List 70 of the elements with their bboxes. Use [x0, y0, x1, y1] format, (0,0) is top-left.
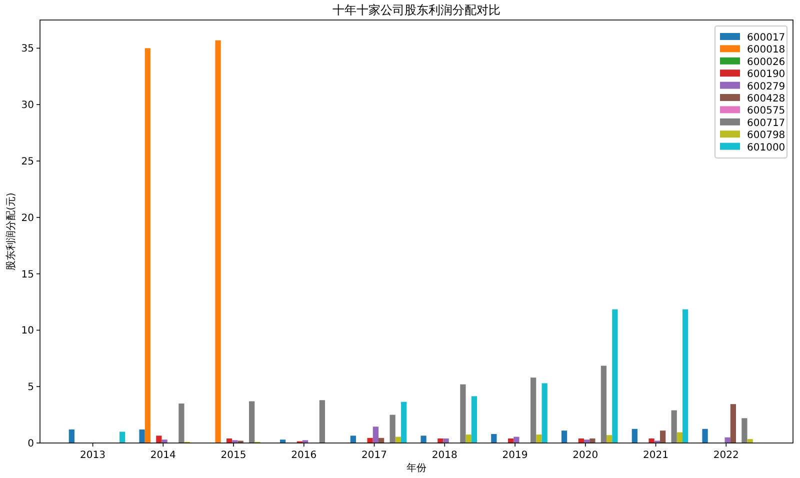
bar — [162, 440, 168, 443]
bar — [536, 434, 542, 443]
legend-label: 600018 — [747, 44, 786, 56]
legend-label: 600428 — [747, 94, 786, 104]
y-tick-label: 25 — [21, 156, 34, 168]
bar — [742, 418, 748, 443]
bar — [660, 430, 666, 443]
y-tick-label: 20 — [21, 212, 34, 224]
bar — [491, 434, 497, 443]
bar — [600, 366, 607, 443]
legend-label: 601000 — [747, 142, 786, 154]
y-tick-label: 5 — [28, 382, 34, 394]
bar — [215, 40, 221, 443]
bar — [120, 432, 126, 443]
bar — [724, 437, 730, 443]
x-tick-label: 2019 — [502, 450, 528, 461]
bar — [156, 436, 162, 443]
bar — [68, 429, 74, 443]
x-tick-label: 2016 — [291, 450, 317, 461]
bar — [730, 404, 736, 443]
bar — [139, 429, 145, 443]
bar — [390, 414, 396, 443]
legend-label: 600575 — [747, 106, 786, 117]
bar — [372, 426, 378, 443]
chart-title: 十年十家公司股东利润分配对比 — [332, 3, 500, 17]
bar — [702, 428, 708, 443]
bar — [178, 404, 184, 443]
x-axis-title: 年份 — [406, 462, 426, 474]
x-tick-label: 2018 — [432, 450, 458, 461]
bar — [460, 384, 466, 443]
x-tick-label: 2013 — [80, 450, 106, 461]
bar — [401, 402, 407, 443]
y-tick-label: 0 — [28, 438, 34, 450]
bar — [443, 438, 449, 443]
bar — [530, 378, 536, 443]
legend-label: 600717 — [747, 118, 786, 129]
bar — [648, 438, 654, 443]
y-tick-label: 15 — [21, 269, 34, 280]
bar — [319, 400, 326, 443]
x-tick-label: 2022 — [713, 450, 739, 461]
y-tick-label: 35 — [21, 44, 34, 55]
y-tick-label: 10 — [21, 326, 34, 337]
x-tick-label: 2021 — [643, 450, 668, 461]
bar — [350, 436, 356, 443]
bar — [542, 383, 548, 443]
bar — [606, 435, 612, 443]
bar — [671, 410, 677, 443]
bar — [144, 48, 150, 443]
x-tick-label: 2020 — [572, 450, 598, 461]
bar — [682, 309, 688, 443]
bar — [676, 432, 683, 443]
legend-label: 600017 — [747, 32, 786, 44]
bar — [420, 436, 426, 443]
bar — [232, 440, 238, 443]
legend-label: 600279 — [747, 81, 786, 92]
y-tick-label: 30 — [21, 100, 34, 112]
bar — [561, 430, 568, 443]
bar — [466, 434, 472, 443]
x-tick-label: 2014 — [150, 450, 176, 461]
x-tick-label: 2015 — [220, 450, 246, 461]
legend-label: 600190 — [747, 69, 786, 80]
legend-label: 600798 — [747, 130, 786, 142]
bar — [612, 309, 618, 443]
bar — [471, 396, 478, 443]
bar — [632, 428, 638, 443]
bar — [249, 401, 255, 443]
legend-label: 600026 — [747, 56, 786, 68]
bar — [367, 438, 373, 443]
x-tick-label: 2017 — [362, 450, 387, 461]
y-axis-title: 股东利润分配(元) — [5, 192, 17, 270]
